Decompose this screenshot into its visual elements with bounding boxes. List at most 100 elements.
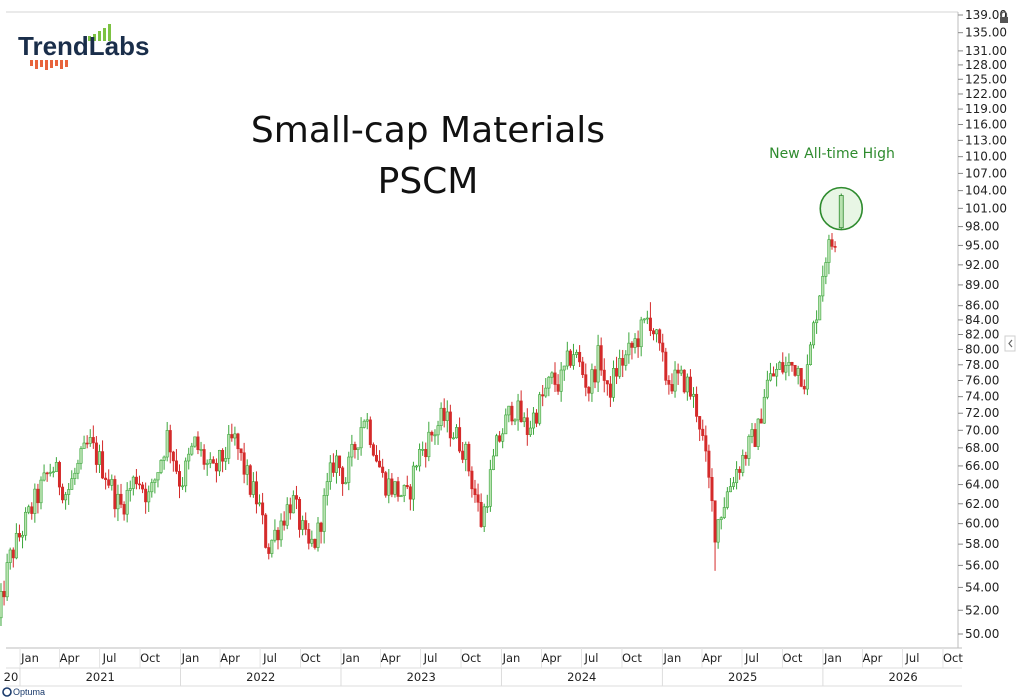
price-bar	[242, 442, 246, 484]
price-bar	[328, 455, 332, 490]
y-tick-label: 64.00	[965, 478, 999, 492]
price-bar	[658, 328, 662, 351]
price-bar	[45, 471, 49, 482]
x-month-label: Jul	[584, 651, 599, 665]
price-bar	[796, 365, 800, 385]
y-tick-label: 89.00	[965, 278, 999, 292]
logo-text: TrendLabs	[18, 31, 149, 61]
price-bar	[430, 430, 434, 442]
price-bar	[762, 389, 766, 424]
y-tick-label: 107.00	[965, 166, 1007, 180]
price-bar	[2, 580, 6, 606]
price-bar	[427, 421, 431, 462]
price-bar	[442, 398, 446, 428]
price-bar	[248, 464, 252, 498]
price-bar	[448, 404, 452, 447]
price-bar	[396, 476, 400, 502]
price-bar	[374, 445, 378, 463]
price-bar	[171, 450, 175, 472]
price-bar	[725, 487, 729, 510]
price-bar	[411, 461, 415, 511]
logo-bar	[103, 28, 106, 41]
price-bar	[279, 513, 283, 547]
price-bar	[753, 423, 757, 448]
price-bar	[830, 233, 834, 250]
price-bar	[713, 500, 717, 571]
price-bar	[405, 475, 409, 490]
price-bar	[51, 466, 55, 478]
price-bar	[439, 402, 443, 431]
price-bar	[461, 442, 465, 464]
logo-bar	[65, 60, 68, 67]
price-bar	[424, 442, 428, 468]
price-bar	[174, 449, 178, 475]
logo-bar	[60, 60, 63, 69]
price-bar	[414, 464, 418, 471]
price-bar	[593, 365, 597, 389]
price-bar	[812, 320, 816, 349]
price-bar	[772, 366, 776, 377]
y-tick-label: 122.00	[965, 87, 1007, 101]
x-year-label: 2026	[888, 670, 917, 684]
price-bar	[57, 460, 61, 496]
price-bar	[581, 356, 585, 378]
price-bar	[445, 400, 449, 433]
price-bar	[227, 425, 231, 465]
price-bar	[701, 419, 705, 441]
price-bar	[501, 428, 505, 449]
price-bar	[251, 472, 255, 498]
price-bar	[544, 378, 548, 398]
y-tick-label: 78.00	[965, 358, 999, 372]
price-bar	[368, 416, 372, 448]
price-bar	[122, 501, 126, 521]
price-bar	[805, 354, 809, 396]
price-bar	[356, 447, 360, 460]
price-bar	[787, 353, 791, 377]
collapse-panel-icon[interactable]	[1004, 335, 1016, 352]
price-bar	[636, 330, 640, 358]
price-bar	[94, 436, 98, 473]
price-bar	[218, 449, 222, 477]
price-bar	[578, 345, 582, 367]
y-tick-label: 98.00	[965, 220, 999, 234]
x-month-label: Jul	[102, 651, 117, 665]
price-bar	[778, 360, 782, 370]
logo-bar	[45, 60, 48, 70]
price-bar	[267, 543, 271, 560]
price-bar	[676, 363, 680, 385]
price-bar	[728, 477, 732, 493]
price-bar	[331, 453, 335, 477]
price-bar	[150, 478, 154, 498]
x-month-label: Jan	[663, 651, 682, 665]
price-bars	[0, 233, 837, 627]
price-bar	[208, 452, 212, 469]
price-bar	[307, 523, 311, 550]
price-bar	[202, 444, 206, 470]
x-month-label: Apr	[863, 651, 883, 665]
price-bar	[818, 295, 822, 321]
price-bar	[722, 497, 726, 520]
price-bar	[491, 448, 495, 471]
price-bar	[344, 477, 348, 485]
price-bar	[221, 448, 225, 473]
price-bar	[756, 418, 760, 451]
x-month-label: Apr	[542, 651, 562, 665]
price-bar	[538, 391, 542, 426]
price-bar	[562, 365, 566, 381]
price-bar	[378, 450, 382, 468]
x-month-label: Jan	[502, 651, 521, 665]
price-bar	[599, 337, 603, 376]
annotation-label: New All-time High	[769, 146, 895, 162]
x-month-label: Oct	[782, 651, 802, 665]
price-bar	[507, 405, 511, 423]
price-bar	[322, 488, 326, 544]
price-bar	[759, 408, 763, 424]
price-bar	[513, 418, 517, 426]
chart-title: Small-cap Materials	[251, 110, 605, 151]
x-month-label: Oct	[461, 651, 481, 665]
price-bar	[273, 519, 277, 543]
lock-icon[interactable]	[1000, 11, 1008, 23]
y-tick-label: 54.00	[965, 580, 999, 594]
logo-bar	[55, 60, 58, 66]
x-year-label: 2022	[246, 670, 275, 684]
